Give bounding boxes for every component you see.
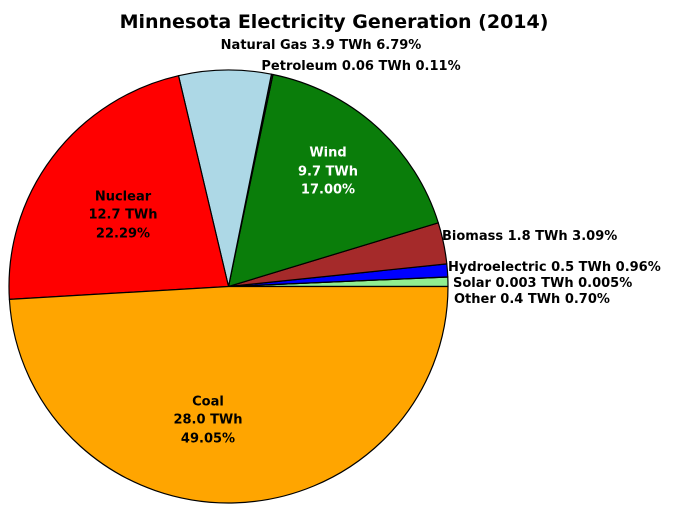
slice-label-line: Coal	[192, 393, 224, 409]
slice-label-coal: Coal 28.0 TWh 49.05%	[173, 393, 242, 449]
slice-label-nuclear: Nuclear 12.7 TWh 22.29%	[88, 188, 157, 244]
slice-label-line: Nuclear	[94, 188, 152, 204]
slice-label-petroleum: Petroleum 0.06 TWh 0.11%	[261, 59, 461, 74]
pie-slice-coal	[8, 285, 449, 504]
slice-label-line: 17.00%	[300, 182, 356, 198]
slice-label-line: 28.0 TWh	[173, 412, 243, 428]
slice-label-solar: Solar 0.003 TWh 0.005%	[453, 276, 633, 291]
slice-label-other: Other 0.4 TWh 0.70%	[454, 292, 610, 307]
slice-label-line: 9.7 TWh	[297, 163, 359, 179]
pie-slice-wind	[227, 73, 439, 288]
slice-label-wind: Wind 9.7 TWh 17.00%	[298, 144, 358, 200]
slice-label-line: 12.7 TWh	[88, 207, 158, 223]
slice-label-biomass: Biomass 1.8 TWh 3.09%	[442, 229, 618, 244]
slice-label-line: 22.29%	[95, 225, 151, 241]
slice-label-natural-gas: Natural Gas 3.9 TWh 6.79%	[220, 38, 422, 53]
slice-label-hydroelectric: Hydroelectric 0.5 TWh 0.96%	[448, 260, 661, 275]
slice-label-line: 49.05%	[180, 430, 236, 446]
chart-title: Minnesota Electricity Generation (2014)	[119, 11, 549, 33]
slice-label-line: Wind	[309, 145, 347, 161]
pie-slice-nuclear	[8, 75, 230, 300]
